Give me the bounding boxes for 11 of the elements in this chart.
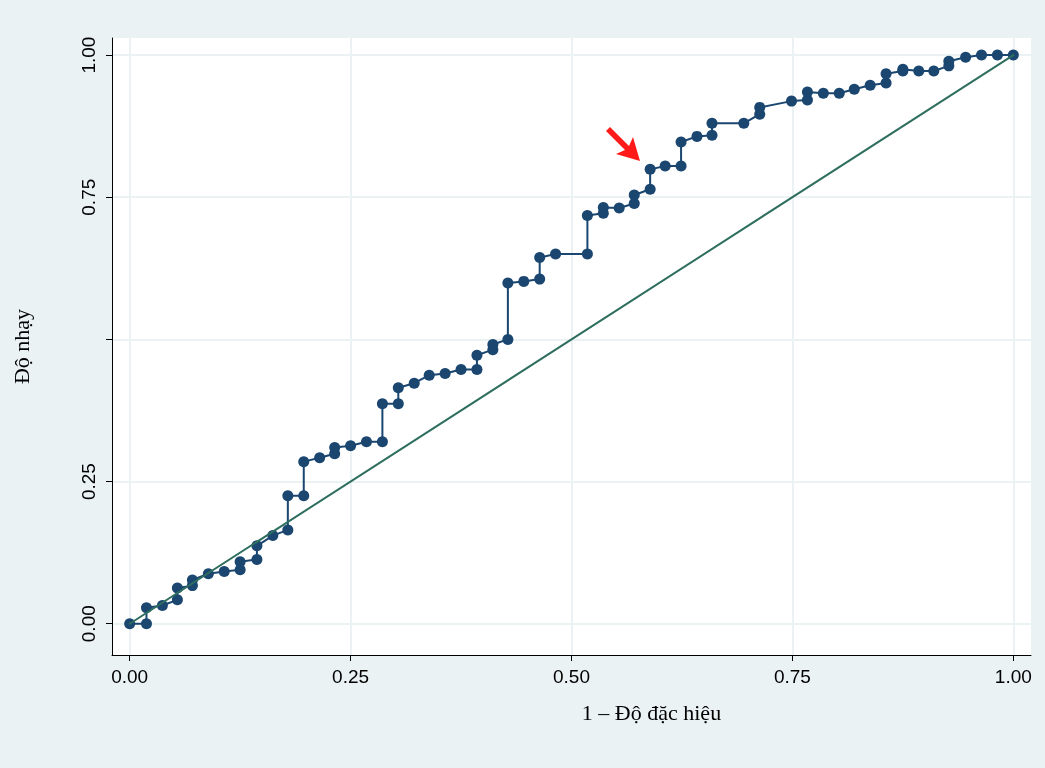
x-tick-label: 0.50 [553,666,590,687]
x-tick-label: 0.25 [332,666,370,687]
y-tick-label: 0.00 [78,605,99,643]
y-tick-label: 0.75 [78,178,99,216]
y-axis-title: Độ nhạy [8,308,34,385]
y-tick-label: 1.00 [78,36,99,74]
x-tick-label: 1.00 [994,666,1032,687]
x-tick-label: 0.00 [111,666,149,687]
y-tick-label: 0.25 [78,463,99,501]
x-axis-title: 1 – Độ đặc hiệu [581,699,722,725]
x-tick-label: 0.75 [773,666,811,687]
